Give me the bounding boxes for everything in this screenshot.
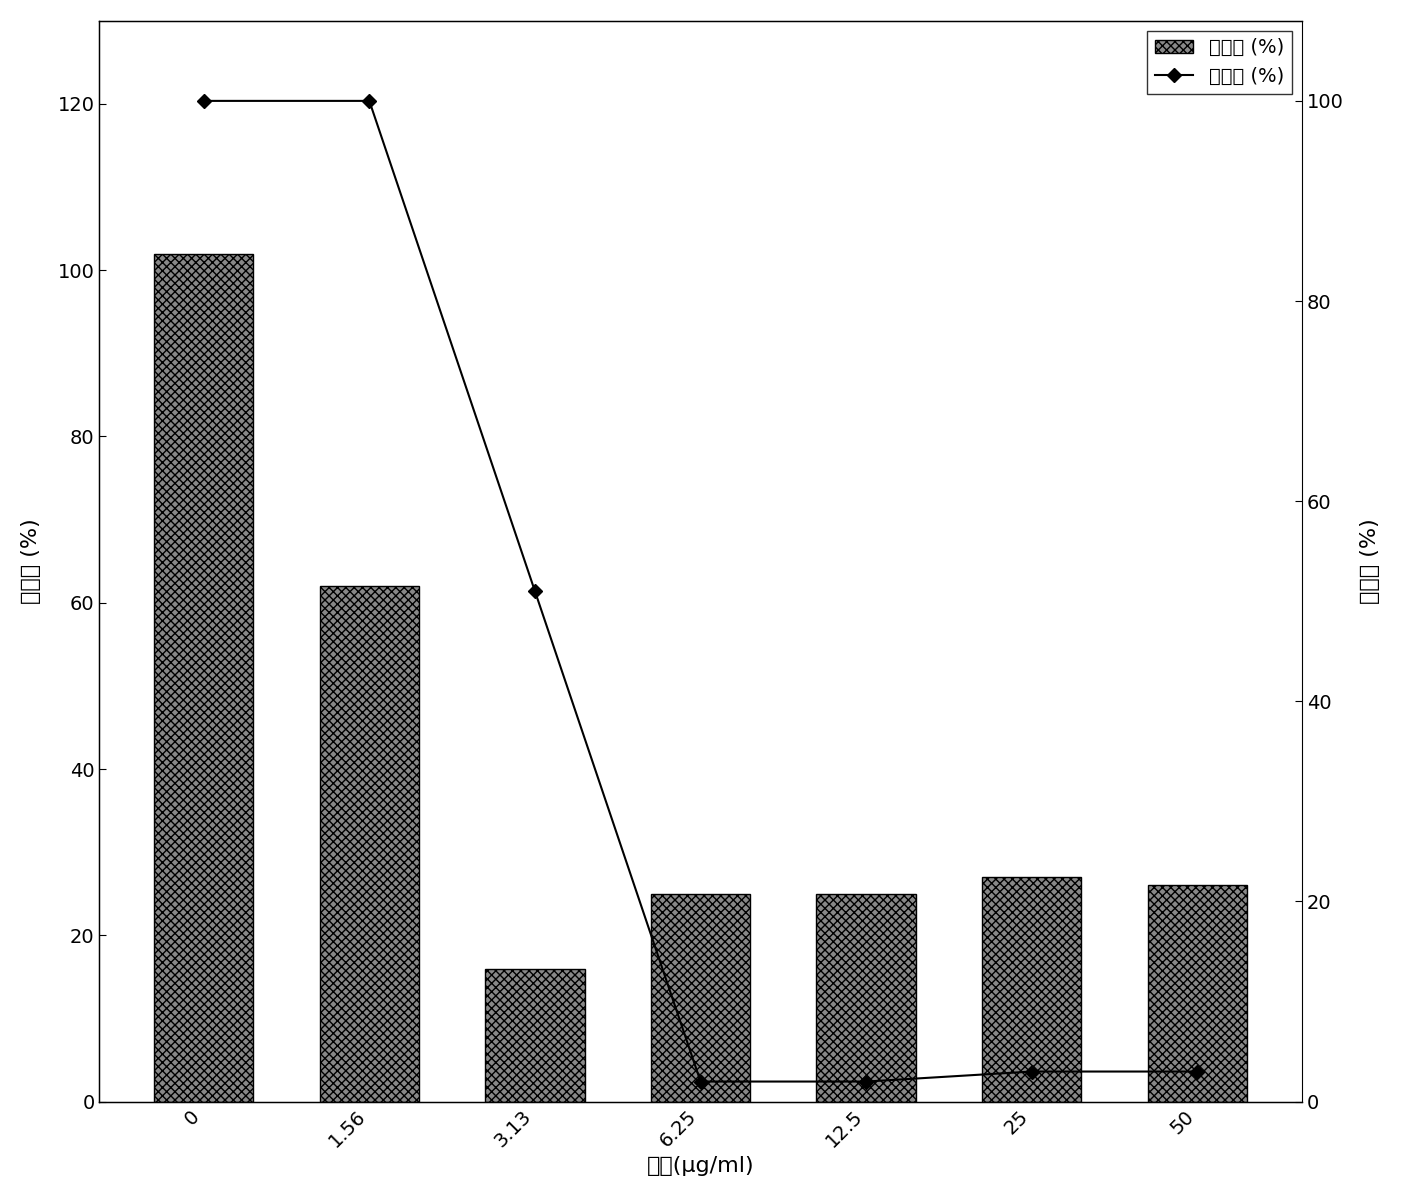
Y-axis label: 粘附率 (%): 粘附率 (%) [21, 518, 41, 604]
Legend: 粘附性 (%), 生长率 (%): 粘附性 (%), 生长率 (%) [1147, 31, 1292, 93]
Bar [1147, 886, 1247, 1101]
Y-axis label: 生长率 (%): 生长率 (%) [1360, 518, 1380, 604]
Bar [319, 587, 419, 1101]
Bar [817, 894, 916, 1101]
Bar [651, 894, 751, 1101]
X-axis label: 浓度(μg/ml): 浓度(μg/ml) [647, 1156, 754, 1177]
Bar [982, 877, 1082, 1101]
Bar [154, 254, 254, 1101]
Bar [485, 968, 584, 1101]
